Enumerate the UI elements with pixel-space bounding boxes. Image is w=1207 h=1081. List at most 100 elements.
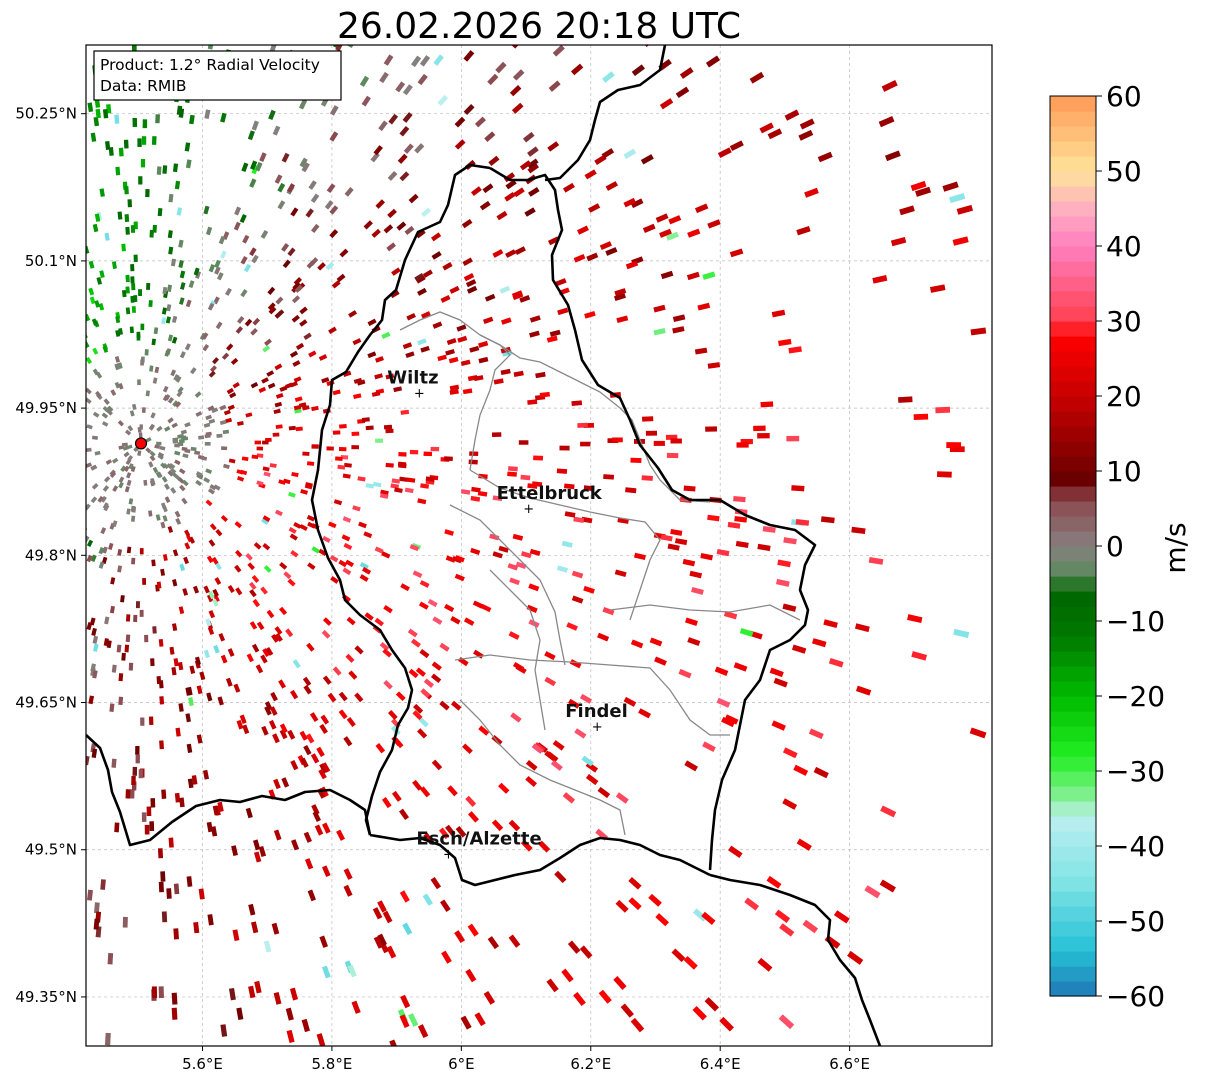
velocity-gate [99, 270, 105, 279]
info-box-frame [93, 50, 342, 101]
velocity-gate [300, 757, 309, 768]
velocity-gate [215, 562, 222, 571]
velocity-gate [173, 373, 180, 381]
velocity-gate [165, 316, 171, 324]
velocity-gate [304, 858, 314, 870]
velocity-gate [172, 579, 178, 587]
velocity-gate [227, 404, 235, 411]
velocity-gate [462, 388, 473, 395]
velocity-gate [76, 337, 83, 344]
velocity-gate [326, 183, 336, 194]
velocity-gate [167, 397, 174, 404]
velocity-gate [169, 467, 177, 474]
velocity-gate [253, 542, 262, 550]
velocity-gate [77, 161, 83, 170]
velocity-gate [236, 719, 244, 730]
velocity-gate [174, 459, 181, 466]
velocity-gate [625, 260, 639, 270]
velocity-gate [508, 934, 521, 948]
velocity-gate [104, 1032, 111, 1046]
velocity-gate [325, 261, 335, 271]
velocity-gate [406, 477, 416, 483]
velocity-gate [123, 465, 130, 472]
velocity-gate [389, 1039, 400, 1046]
velocity-gate [660, 270, 674, 280]
velocity-gate [946, 442, 962, 449]
velocity-gate [289, 987, 299, 1001]
velocity-gate [154, 366, 160, 374]
map-background [86, 45, 992, 1046]
velocity-gate [105, 459, 113, 465]
velocity-gate [409, 544, 420, 552]
velocity-gate [292, 281, 301, 291]
velocity-gate [91, 627, 97, 636]
velocity-gate [213, 594, 220, 603]
velocity-gate [385, 373, 395, 380]
velocity-gate [203, 205, 210, 215]
velocity-gate [234, 521, 242, 529]
velocity-gate [214, 266, 221, 275]
velocity-gates [76, 45, 987, 1060]
velocity-gate [249, 621, 258, 630]
velocity-gate [79, 539, 85, 546]
velocity-gate [615, 899, 629, 913]
velocity-gate [91, 748, 98, 758]
velocity-gate [125, 614, 131, 622]
velocity-gate [580, 441, 591, 447]
velocity-gate [159, 740, 164, 750]
colorbar-band [1050, 741, 1096, 757]
velocity-gate [255, 664, 264, 674]
velocity-gate [226, 343, 234, 351]
velocity-gate [245, 412, 253, 418]
velocity-gate [160, 871, 166, 882]
velocity-gate [418, 717, 429, 728]
velocity-gate [338, 709, 348, 720]
colorbar-band [1050, 801, 1096, 817]
velocity-gate [707, 514, 720, 522]
velocity-gate [178, 108, 185, 118]
velocity-gate [915, 186, 932, 197]
velocity-gate [124, 1048, 129, 1060]
velocity-gate [136, 331, 141, 339]
velocity-gate [549, 329, 561, 337]
velocity-gate [93, 116, 100, 127]
velocity-gate [342, 473, 351, 479]
velocity-gate [174, 450, 181, 456]
velocity-gate [531, 743, 544, 754]
velocity-gate [125, 226, 130, 235]
colorbar-band [1050, 666, 1096, 682]
velocity-gate [393, 386, 403, 393]
velocity-gate [525, 759, 538, 771]
velocity-gate [156, 441, 162, 446]
colorbar-band [1050, 201, 1096, 217]
velocity-gate [398, 452, 407, 457]
velocity-gate [786, 435, 800, 442]
district-boundary-mersch [489, 569, 546, 731]
velocity-gate [231, 845, 238, 857]
velocity-gate [138, 176, 143, 185]
velocity-gate [757, 957, 773, 972]
velocity-gate [641, 475, 653, 481]
velocity-gate [277, 182, 286, 193]
velocity-gate [483, 990, 496, 1005]
velocity-gate [813, 766, 829, 779]
velocity-gate [728, 845, 743, 859]
velocity-gate [161, 317, 167, 325]
velocity-gate [910, 180, 927, 192]
velocity-gate [190, 446, 197, 452]
velocity-gate [409, 449, 419, 455]
velocity-gate [510, 712, 522, 723]
velocity-gate [262, 543, 271, 551]
velocity-gate [156, 471, 163, 479]
velocity-gate [246, 653, 254, 663]
district-boundary-west [449, 504, 566, 666]
velocity-gate [233, 221, 241, 231]
colorbar-band [1050, 771, 1096, 787]
velocity-gate [431, 661, 442, 671]
velocity-gate [773, 677, 788, 688]
velocity-gate [691, 586, 704, 595]
velocity-gate [308, 180, 317, 190]
velocity-gate [191, 775, 198, 785]
velocity-gate [648, 893, 662, 907]
velocity-gate [90, 464, 97, 471]
